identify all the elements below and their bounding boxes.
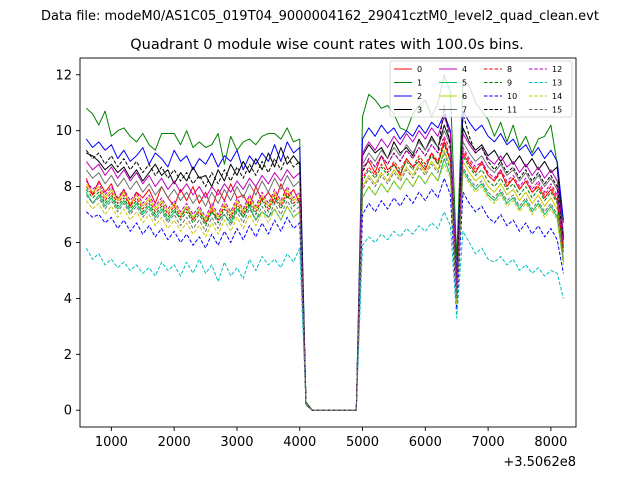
legend-label-12: 12 xyxy=(552,65,562,74)
legend-label-6: 6 xyxy=(462,92,467,101)
legend-box xyxy=(389,60,573,118)
y-tick-label: 4 xyxy=(64,292,72,307)
legend-label-8: 8 xyxy=(507,65,512,74)
y-axis: 0 2 4 6 8 10 12 xyxy=(55,68,80,419)
series-line-15 xyxy=(85,152,564,411)
legend-label-3: 3 xyxy=(417,106,422,115)
legend-label-5: 5 xyxy=(462,79,467,88)
x-offset-label: +3.5062e8 xyxy=(503,455,576,470)
y-tick-label: 0 xyxy=(64,404,72,419)
y-tick-label: 6 xyxy=(64,236,72,251)
legend-label-13: 13 xyxy=(552,79,562,88)
x-tick-label: 8000 xyxy=(534,435,567,450)
x-tick-label: 7000 xyxy=(472,435,505,450)
legend-label-15: 15 xyxy=(552,106,562,115)
series-line-10 xyxy=(85,177,564,411)
series-line-12 xyxy=(85,135,564,411)
x-axis: 1000 2000 3000 4000 5000 6000 7000 8000 xyxy=(95,427,567,450)
y-tick-label: 8 xyxy=(64,180,72,195)
series-line-8 xyxy=(85,138,564,411)
legend-label-14: 14 xyxy=(552,92,562,101)
chart-title: Quadrant 0 module wise count rates with … xyxy=(130,37,524,53)
y-tick-label: 2 xyxy=(64,348,72,363)
x-tick-label: 2000 xyxy=(158,435,191,450)
x-tick-label: 4000 xyxy=(283,435,316,450)
x-tick-label: 6000 xyxy=(409,435,442,450)
y-tick-label: 12 xyxy=(55,68,72,83)
series-layer xyxy=(85,74,564,411)
legend-label-7: 7 xyxy=(462,106,467,115)
legend-label-4: 4 xyxy=(462,65,467,74)
legend-label-10: 10 xyxy=(507,92,517,101)
axes-frame xyxy=(79,57,577,428)
legend-label-9: 9 xyxy=(507,79,512,88)
x-tick-label: 5000 xyxy=(346,435,379,450)
y-tick-label: 10 xyxy=(55,124,72,139)
x-tick-label: 3000 xyxy=(220,435,253,450)
suptitle: Data file: modeM0/AS1C05_019T04_90000041… xyxy=(41,9,599,24)
x-tick-label: 1000 xyxy=(95,435,128,450)
legend-label-1: 1 xyxy=(417,79,422,88)
legend-label-0: 0 xyxy=(417,65,422,74)
legend-label-11: 11 xyxy=(507,106,517,115)
series-line-11 xyxy=(85,105,564,411)
legend-label-2: 2 xyxy=(417,92,422,101)
